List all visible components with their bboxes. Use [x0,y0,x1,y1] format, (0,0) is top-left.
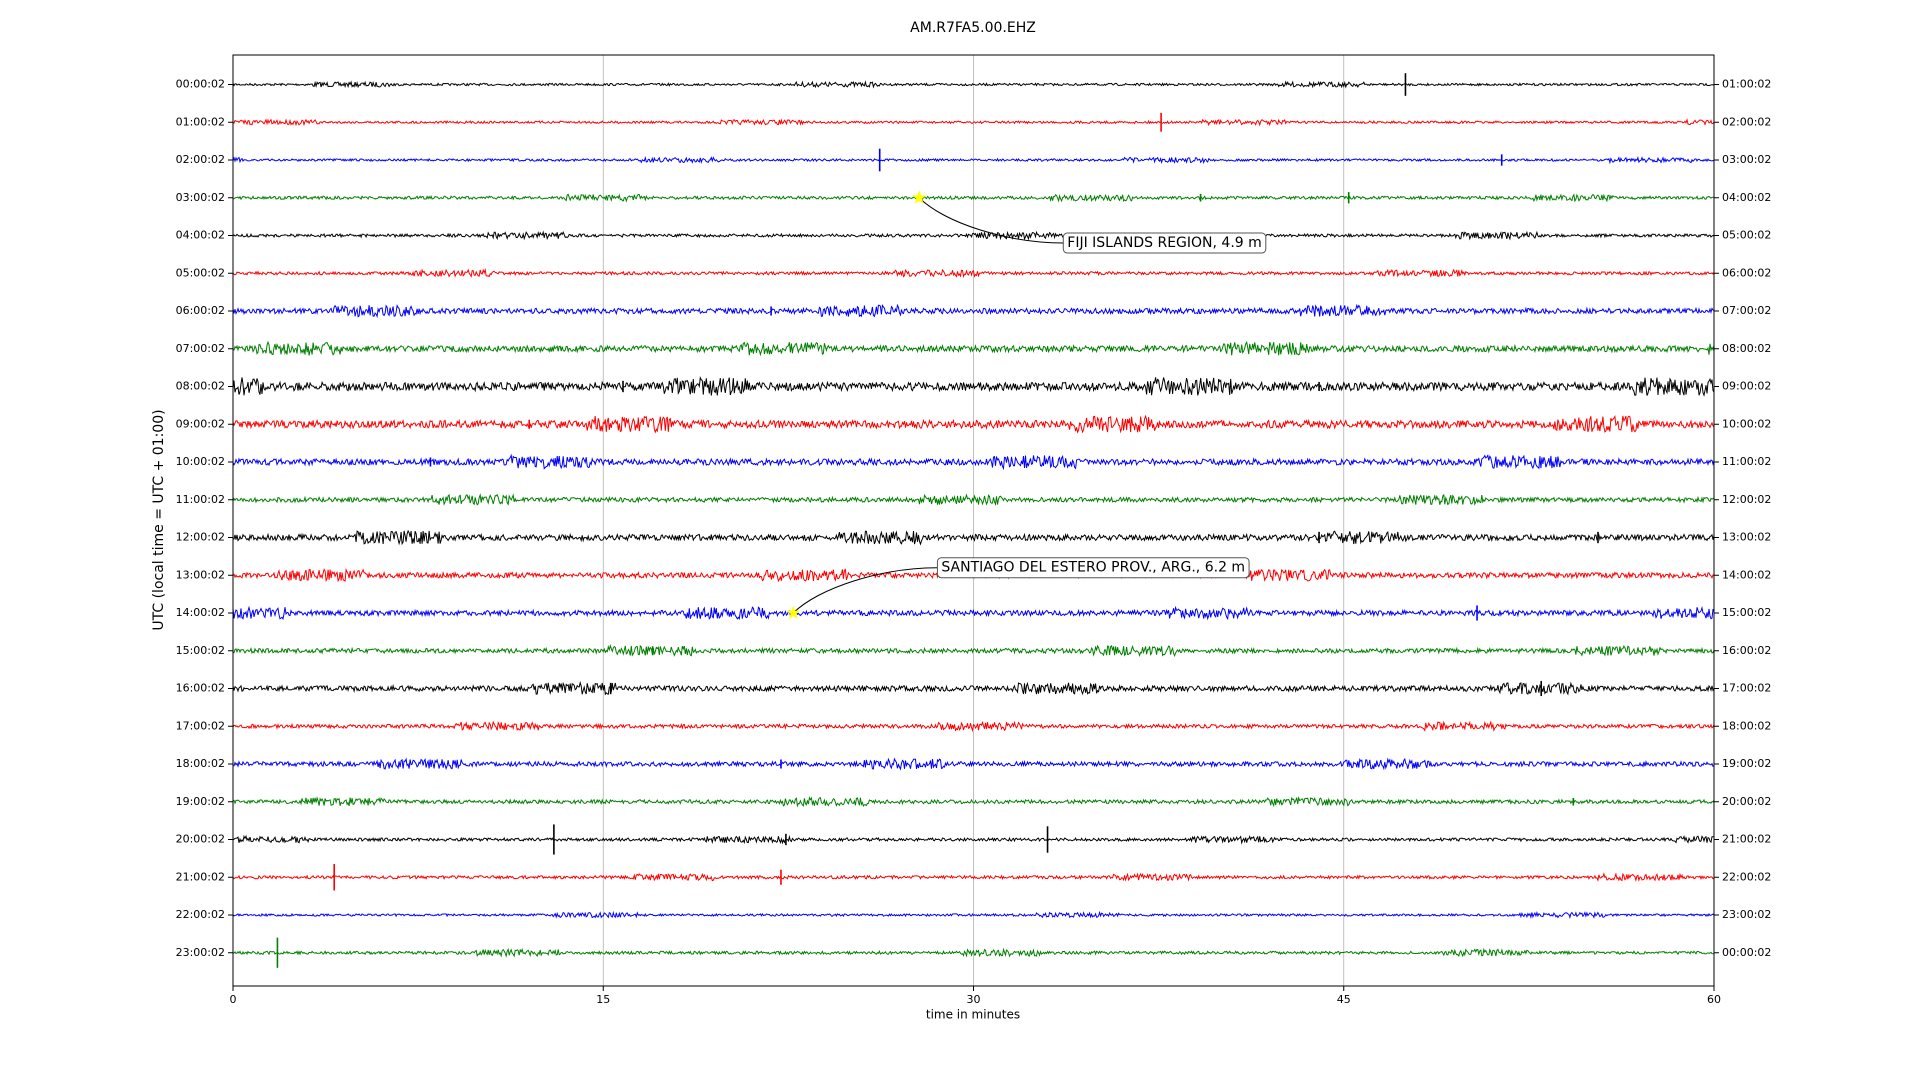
y-tick-label-right: 09:00:02 [1722,380,1771,393]
y-tick-label-right: 16:00:02 [1722,644,1771,657]
y-tick-label: 17:00:02 [176,719,225,732]
trace [232,947,1715,958]
annotation-connector [918,197,1064,244]
x-tick-label: 15 [596,993,610,1006]
annotation-label: FIJI ISLANDS REGION, 4.9 m [1067,235,1262,251]
y-tick-label: 16:00:02 [176,682,225,695]
trace [232,493,1715,507]
y-tick-label: 18:00:02 [176,757,225,770]
y-tick-label-right: 17:00:02 [1722,682,1771,695]
y-tick-label: 08:00:02 [176,380,225,393]
y-tick-label-right: 04:00:02 [1722,191,1771,204]
y-tick-label: 14:00:02 [176,606,225,619]
plot-frame [232,54,1715,987]
y-tick-label-right: 10:00:02 [1722,417,1771,430]
y-tick-label: 05:00:02 [176,266,225,279]
y-tick-label-right: 05:00:02 [1722,229,1771,242]
trace [232,303,1715,319]
y-tick-label: 09:00:02 [176,417,225,430]
trace [232,529,1715,546]
y-tick-label-right: 23:00:02 [1722,908,1771,921]
trace [232,230,1715,241]
y-tick-label-right: 02:00:02 [1722,115,1771,128]
trace [232,193,1714,203]
y-tick-label: 12:00:02 [176,531,225,544]
annotation-label: SANTIAGO DEL ESTERO PROV., ARG., 6.2 m [941,560,1245,576]
y-tick-label: 15:00:02 [176,644,225,657]
y-tick-label-right: 08:00:02 [1722,342,1771,355]
trace [232,267,1715,278]
x-axis-label: time in minutes [926,1008,1020,1022]
trace [232,834,1715,845]
trace [232,117,1715,127]
y-tick-label: 22:00:02 [176,908,225,921]
trace [232,720,1715,733]
y-tick-label: 00:00:02 [176,78,225,91]
x-tick-label: 45 [1337,993,1351,1006]
annotation-box [1062,232,1267,254]
y-tick-label: 01:00:02 [176,115,225,128]
annotation-box [936,557,1250,579]
trace [232,872,1715,883]
y-tick-label-right: 03:00:02 [1722,153,1771,166]
y-tick-label: 07:00:02 [176,342,225,355]
x-tick-label: 0 [230,993,237,1006]
trace [232,155,1715,165]
event-marker [912,190,927,204]
y-tick-label: 13:00:02 [176,568,225,581]
y-tick-label-right: 01:00:02 [1722,78,1771,91]
y-tick-label-right: 15:00:02 [1722,606,1771,619]
y-tick-label-right: 22:00:02 [1722,870,1771,883]
y-tick-label: 23:00:02 [176,946,225,959]
y-tick-label: 20:00:02 [176,833,225,846]
y-tick-label-right: 13:00:02 [1722,531,1771,544]
y-tick-label: 10:00:02 [176,455,225,468]
y-tick-label: 19:00:02 [176,795,225,808]
y-tick-label-right: 00:00:02 [1722,946,1771,959]
y-tick-label-right: 06:00:02 [1722,266,1771,279]
event-marker [786,605,801,620]
chart-title: AM.R7FA5.00.EHZ [910,20,1036,36]
y-tick-label-right: 18:00:02 [1722,719,1771,732]
trace [232,376,1715,397]
y-tick-label-right: 07:00:02 [1722,304,1771,317]
y-tick-label: 02:00:02 [176,153,225,166]
x-tick-label: 30 [967,993,981,1006]
trace [232,414,1715,434]
trace [232,680,1715,696]
trace [232,795,1715,808]
trace [232,80,1715,89]
annotation-connector [792,567,938,614]
y-tick-label-right: 19:00:02 [1722,757,1771,770]
y-tick-label: 11:00:02 [176,493,225,506]
y-tick-label-right: 11:00:02 [1722,455,1771,468]
y-tick-label-right: 20:00:02 [1722,795,1771,808]
y-tick-label: 21:00:02 [176,870,225,883]
y-tick-label-right: 12:00:02 [1722,493,1771,506]
trace [232,757,1715,771]
y-tick-label-right: 14:00:02 [1722,568,1771,581]
y-axis-label: UTC (local time = UTC + 01:00) [151,409,167,630]
trace [232,605,1715,621]
y-tick-label: 03:00:02 [176,191,225,204]
trace [232,644,1715,658]
y-tick-label: 06:00:02 [176,304,225,317]
y-tick-label-right: 21:00:02 [1722,833,1771,846]
trace [232,910,1715,920]
x-tick-label: 60 [1707,993,1721,1006]
trace [232,340,1715,357]
y-tick-label: 04:00:02 [176,229,225,242]
trace [232,453,1715,471]
